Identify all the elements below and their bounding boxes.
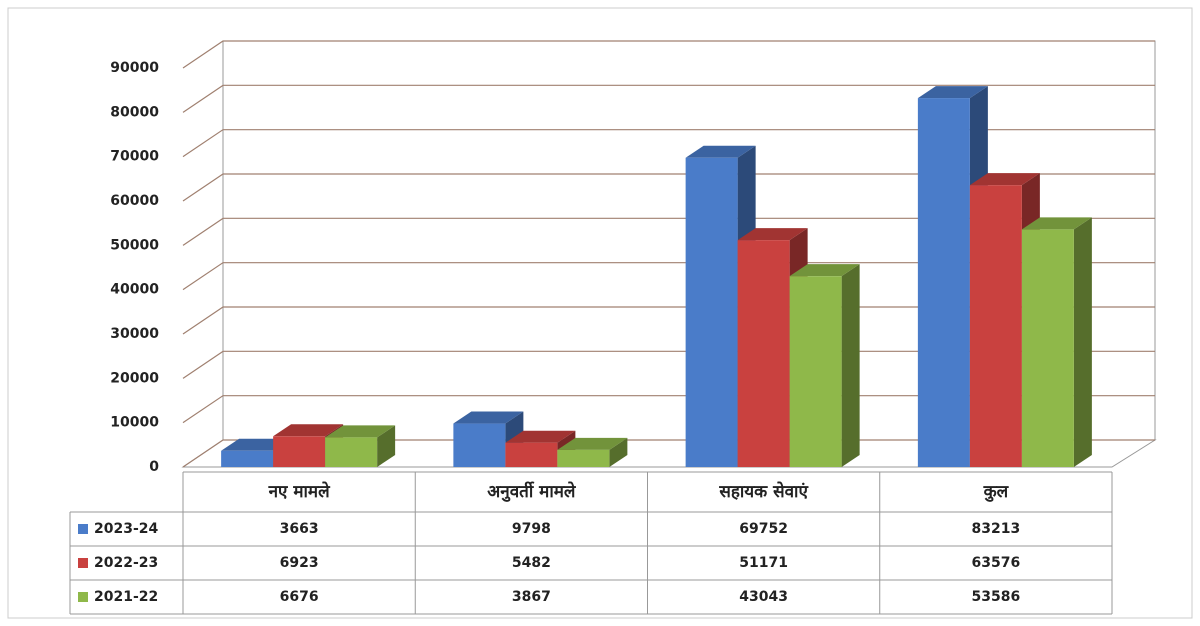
table-value: 9798 (512, 521, 551, 537)
table-value: 83213 (972, 521, 1021, 537)
legend-label: 2023-24 (94, 521, 159, 537)
grid-line (182, 262, 1155, 291)
bar-top (917, 86, 988, 99)
bar (969, 185, 1022, 467)
bar (557, 449, 610, 467)
grid-line (182, 84, 1155, 113)
table-value: 51171 (739, 555, 788, 571)
bar (505, 442, 558, 467)
y-tick-label: 50000 (110, 237, 159, 253)
bar (789, 276, 842, 467)
bar-side (1073, 217, 1092, 467)
bar-side (377, 425, 396, 467)
x-tick-label: नए मामले (268, 481, 331, 502)
bar (221, 450, 274, 467)
bar-side (841, 264, 860, 467)
bar-top (505, 430, 576, 443)
grid-line (182, 40, 1155, 69)
table-value: 3867 (512, 589, 551, 605)
bar (273, 436, 326, 467)
y-tick-label: 10000 (110, 415, 159, 431)
table-value: 3663 (280, 521, 319, 537)
y-tick-label: 70000 (110, 149, 159, 165)
bar-top (325, 425, 396, 438)
bar (737, 240, 790, 467)
y-tick-label: 80000 (110, 104, 159, 120)
bar (917, 98, 970, 467)
bar-top (1021, 217, 1092, 230)
table-value: 53586 (972, 589, 1021, 605)
bar-side (609, 437, 628, 467)
y-tick-label: 60000 (110, 193, 159, 209)
table-value: 63576 (972, 555, 1021, 571)
bar-top (557, 437, 628, 450)
bar-top (273, 424, 344, 437)
x-tick-label: सहायक सेवाएं (718, 481, 808, 502)
table-value: 6676 (280, 589, 319, 605)
table-value: 43043 (739, 589, 788, 605)
bar-top (685, 145, 756, 158)
bar-top (969, 173, 1040, 186)
y-tick-label: 30000 (110, 326, 159, 342)
legend-swatch (78, 524, 88, 534)
x-tick-label: कुल (983, 482, 1010, 502)
bar (453, 423, 506, 467)
bar-top (737, 228, 808, 241)
grid-line (182, 129, 1155, 158)
bar (325, 437, 378, 467)
bar-top (453, 411, 524, 424)
table-value: 5482 (512, 555, 551, 571)
grid-line (182, 173, 1155, 202)
y-tick-label: 0 (149, 459, 159, 475)
y-tick-label: 90000 (110, 60, 159, 76)
table-value: 6923 (280, 555, 319, 571)
legend-swatch (78, 558, 88, 568)
legend-label: 2022-23 (94, 555, 158, 571)
bar-top (789, 264, 860, 277)
legend-label: 2021-22 (94, 589, 158, 605)
bar (1021, 229, 1074, 467)
y-tick-label: 40000 (110, 282, 159, 298)
legend-swatch (78, 592, 88, 602)
bar (685, 157, 738, 468)
table-value: 69752 (739, 521, 788, 537)
x-tick-label: अनुवर्ती मामले (487, 481, 577, 502)
y-tick-label: 20000 (110, 370, 159, 386)
grid-line (182, 217, 1155, 246)
